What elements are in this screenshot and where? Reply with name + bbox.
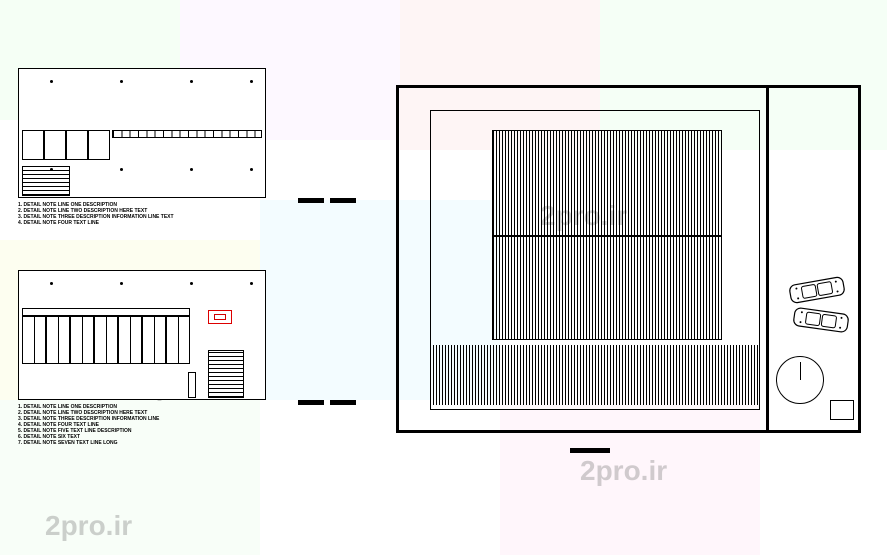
upper-cabinet (22, 130, 44, 160)
elevation-b-notes: 1. DETAIL NOTE LINE ONE DESCRIPTION 2. D… (18, 404, 159, 446)
scale-bar (330, 198, 356, 203)
fixture-dot (190, 282, 193, 285)
upper-cabinet (88, 130, 110, 160)
fixture-dot (190, 168, 193, 171)
upper-cabinet (44, 130, 66, 160)
scale-bar (298, 400, 324, 405)
tall-cabinet (166, 316, 190, 364)
scale-bar (330, 400, 356, 405)
red-symbol (208, 310, 232, 324)
tall-cabinet (46, 316, 70, 364)
plan-wall (766, 85, 769, 430)
upper-cabinet (66, 130, 88, 160)
fixture-dot (120, 282, 123, 285)
fixture-dot (50, 80, 53, 83)
circle-feature (776, 356, 824, 404)
roof-hatch-lower (492, 236, 722, 340)
plan-block (830, 400, 854, 420)
fixture-dot (50, 282, 53, 285)
door-panel (208, 350, 244, 398)
tall-cabinet (118, 316, 142, 364)
tall-cabinet (70, 316, 94, 364)
fixture-dot (120, 80, 123, 83)
door-panel (22, 166, 70, 196)
small-fixture (188, 372, 196, 398)
fixture-dot (250, 80, 253, 83)
roof-hatch-upper (492, 130, 722, 236)
fixture-dot (50, 168, 53, 171)
upper-outline (22, 308, 190, 316)
watermark-text: 2pro.ir (580, 455, 667, 487)
plan-wall (396, 430, 858, 433)
tall-cabinet (142, 316, 166, 364)
scale-bar (298, 198, 324, 203)
watermark-text: 2pro.ir (45, 510, 132, 542)
tall-cabinet (94, 316, 118, 364)
roof-hatch-bottom (430, 345, 760, 405)
fixture-dot (120, 168, 123, 171)
tall-cabinet (22, 316, 46, 364)
fixture-dot (250, 282, 253, 285)
scale-bar (570, 448, 610, 453)
elevation-a-notes: 1. DETAIL NOTE LINE ONE DESCRIPTION 2. D… (18, 202, 174, 226)
plan-wall (858, 85, 861, 433)
fixture-dot (250, 168, 253, 171)
plan-wall (396, 85, 858, 88)
vent-strip (112, 130, 262, 138)
plan-wall (396, 85, 399, 430)
fixture-dot (190, 80, 193, 83)
